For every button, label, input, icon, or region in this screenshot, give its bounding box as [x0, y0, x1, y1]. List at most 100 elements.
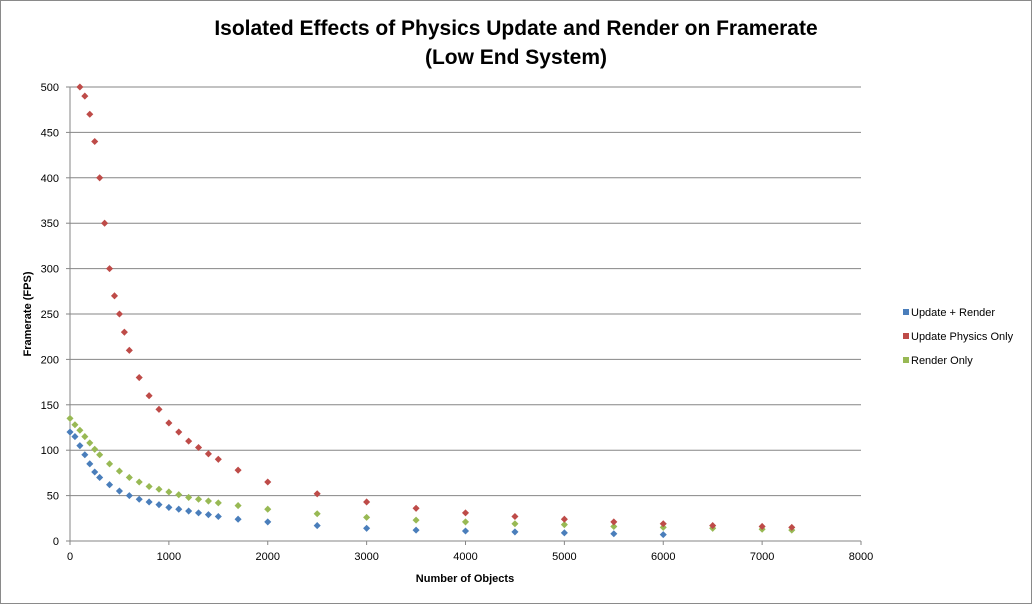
data-point [101, 219, 109, 227]
data-point [185, 507, 193, 515]
data-point [91, 445, 99, 453]
legend-swatch [903, 333, 909, 339]
data-point [610, 522, 618, 531]
x-tick-label: 3000 [354, 551, 378, 563]
legend: Update + Render Update Physics Only Render… [903, 307, 1014, 367]
y-tick-label: 100 [41, 445, 59, 457]
data-point [204, 511, 212, 519]
data-point [81, 433, 89, 441]
data-point [71, 421, 79, 429]
data-point [659, 531, 667, 539]
legend-item: Render Only [903, 355, 973, 367]
legend-label: Update + Render [911, 307, 995, 319]
data-point [195, 443, 203, 452]
y-tick-label: 50 [47, 491, 59, 503]
data-point [115, 310, 123, 318]
data-point [120, 328, 128, 336]
x-tick-label: 5000 [552, 551, 576, 563]
data-point [264, 478, 272, 486]
data-point [66, 414, 74, 422]
data-point [313, 490, 321, 498]
y-tick-label: 200 [41, 354, 59, 366]
data-point [788, 523, 796, 531]
data-point [461, 509, 470, 517]
legend-item: Update + Render [903, 307, 995, 319]
data-point [363, 513, 371, 521]
data-point [195, 495, 203, 503]
data-point [560, 515, 568, 523]
y-tick-label: 350 [41, 218, 59, 230]
data-point [234, 502, 242, 510]
data-point [234, 515, 242, 523]
data-point [86, 110, 94, 118]
data-point [214, 455, 222, 463]
data-point [412, 504, 420, 512]
data-point [155, 485, 163, 493]
data-point [135, 374, 143, 382]
data-point [659, 523, 667, 531]
x-tick-label: 7000 [750, 551, 774, 563]
data-point [185, 493, 193, 501]
data-point [204, 450, 212, 458]
data-point [195, 509, 203, 517]
data-point [155, 501, 163, 509]
y-tick-label: 450 [41, 127, 59, 139]
data-point [125, 473, 133, 481]
series-1-points [76, 83, 796, 531]
data-point [165, 503, 173, 511]
data-point [86, 460, 94, 468]
data-point [96, 451, 104, 459]
data-point [461, 527, 470, 535]
x-tick-label: 6000 [651, 551, 675, 563]
data-point [709, 522, 717, 530]
data-point [214, 512, 222, 521]
data-point [165, 419, 173, 427]
data-point [610, 518, 618, 526]
data-point [81, 92, 89, 100]
data-point [106, 481, 114, 489]
legend-swatch [903, 357, 909, 363]
y-tick-label: 400 [41, 173, 59, 185]
data-point [96, 174, 104, 182]
data-point [511, 520, 519, 528]
legend-swatch [903, 309, 909, 315]
data-points [66, 83, 796, 539]
data-point [66, 428, 74, 436]
data-point [175, 505, 183, 513]
legend-label: Render Only [911, 355, 973, 367]
data-point [560, 521, 568, 529]
y-tick-label: 250 [41, 309, 59, 321]
series-2-points [66, 414, 796, 534]
data-point [511, 528, 519, 536]
data-point [110, 292, 119, 300]
axes [66, 86, 862, 545]
data-point [145, 392, 153, 400]
y-tick-label: 0 [53, 536, 59, 548]
data-point [758, 522, 766, 531]
data-point [91, 137, 99, 146]
data-point [511, 512, 519, 521]
data-point [135, 495, 143, 503]
data-point [115, 487, 123, 495]
y-axis-title: Framerate (FPS) [22, 271, 34, 356]
data-point [125, 346, 133, 354]
data-point [234, 466, 242, 474]
data-point [412, 516, 420, 524]
y-tick-label: 150 [41, 400, 59, 412]
data-point [560, 529, 568, 537]
chart-title-line-2: (Low End System) [425, 46, 607, 69]
data-point [125, 492, 133, 500]
data-point [135, 478, 143, 486]
data-point [165, 488, 173, 496]
x-tick-label: 4000 [453, 551, 477, 563]
data-point [363, 498, 371, 506]
data-point [76, 442, 84, 450]
legend-item: Update Physics Only [903, 331, 1014, 343]
x-tick-label: 1000 [157, 551, 181, 563]
data-point [659, 520, 667, 528]
data-point [264, 505, 272, 513]
gridlines [70, 86, 861, 497]
x-axis-title: Number of Objects [416, 573, 514, 585]
